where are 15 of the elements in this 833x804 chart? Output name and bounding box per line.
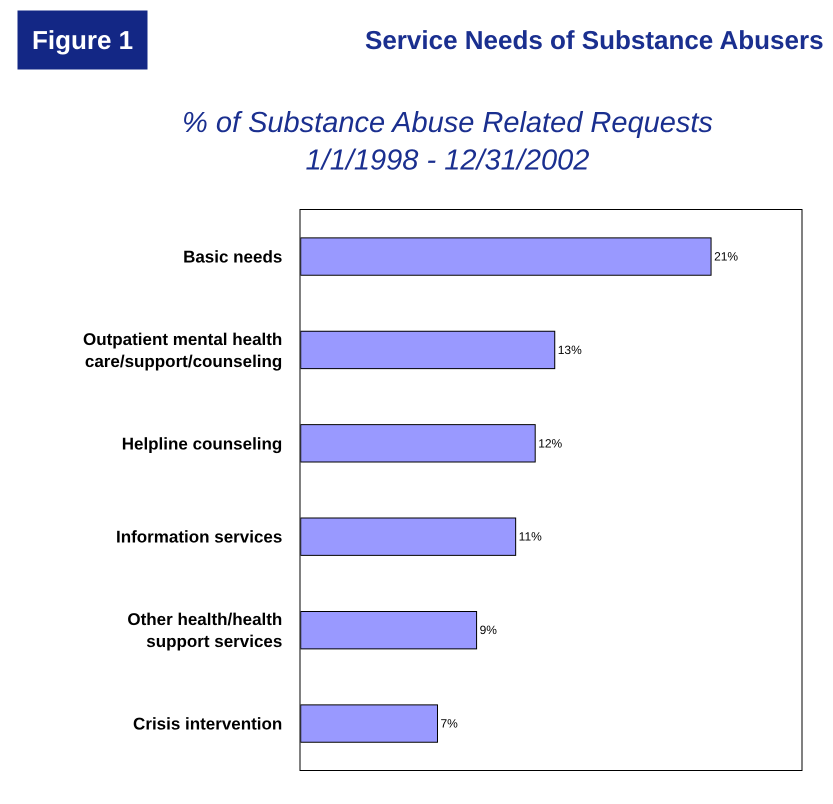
caption: Figure 1 xyxy=(32,25,134,55)
y-tick-label: Information services xyxy=(116,528,282,547)
y-tick-label: Outpatient mental health care/support/counseling xyxy=(83,330,282,371)
data-label: 9% xyxy=(480,623,498,638)
data-label: 7% xyxy=(440,716,458,731)
data-label: 21% xyxy=(714,250,738,264)
data-label: 12% xyxy=(538,436,563,450)
data-label: 11% xyxy=(518,530,542,544)
y-tick-label: Crisis intervention xyxy=(133,714,282,734)
y-tick-label: Basic needs xyxy=(183,247,282,266)
chart-title: Service Needs of Substance Abusers xyxy=(365,25,824,55)
chart-subtitle: % of Substance Abuse Related Requests 1/1/1998 - 12/31/2002 xyxy=(182,107,713,177)
y-tick-label: Helpline counseling xyxy=(122,434,282,454)
data-label: 13% xyxy=(558,342,582,357)
y-tick-label: Other health/health support services xyxy=(127,610,282,652)
